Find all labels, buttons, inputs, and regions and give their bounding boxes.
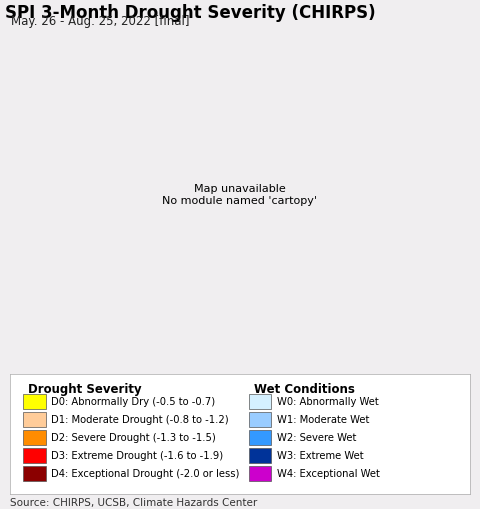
Text: May. 26 - Aug. 25, 2022 [final]: May. 26 - Aug. 25, 2022 [final] — [11, 15, 189, 28]
FancyBboxPatch shape — [249, 466, 271, 481]
Text: Drought Severity: Drought Severity — [28, 382, 142, 395]
Text: Map unavailable
No module named 'cartopy': Map unavailable No module named 'cartopy… — [163, 184, 317, 206]
FancyBboxPatch shape — [24, 430, 46, 445]
Text: W3: Extreme Wet: W3: Extreme Wet — [277, 450, 363, 461]
Text: SPI 3-Month Drought Severity (CHIRPS): SPI 3-Month Drought Severity (CHIRPS) — [5, 4, 375, 21]
Text: D2: Severe Drought (-1.3 to -1.5): D2: Severe Drought (-1.3 to -1.5) — [51, 433, 216, 442]
Text: D1: Moderate Drought (-0.8 to -1.2): D1: Moderate Drought (-0.8 to -1.2) — [51, 414, 228, 425]
Text: D4: Exceptional Drought (-2.0 or less): D4: Exceptional Drought (-2.0 or less) — [51, 468, 240, 478]
FancyBboxPatch shape — [24, 394, 46, 409]
Text: D3: Extreme Drought (-1.6 to -1.9): D3: Extreme Drought (-1.6 to -1.9) — [51, 450, 223, 461]
FancyBboxPatch shape — [24, 466, 46, 481]
FancyBboxPatch shape — [249, 448, 271, 463]
Text: W4: Exceptional Wet: W4: Exceptional Wet — [277, 468, 380, 478]
Text: W0: Abnormally Wet: W0: Abnormally Wet — [277, 397, 379, 407]
FancyBboxPatch shape — [24, 412, 46, 428]
Text: Wet Conditions: Wet Conditions — [254, 382, 355, 395]
Text: Source: CHIRPS, UCSB, Climate Hazards Center: Source: CHIRPS, UCSB, Climate Hazards Ce… — [10, 497, 257, 507]
FancyBboxPatch shape — [249, 412, 271, 428]
FancyBboxPatch shape — [249, 394, 271, 409]
Text: W1: Moderate Wet: W1: Moderate Wet — [277, 414, 369, 425]
Text: W2: Severe Wet: W2: Severe Wet — [277, 433, 356, 442]
FancyBboxPatch shape — [24, 448, 46, 463]
Text: D0: Abnormally Dry (-0.5 to -0.7): D0: Abnormally Dry (-0.5 to -0.7) — [51, 397, 215, 407]
FancyBboxPatch shape — [249, 430, 271, 445]
